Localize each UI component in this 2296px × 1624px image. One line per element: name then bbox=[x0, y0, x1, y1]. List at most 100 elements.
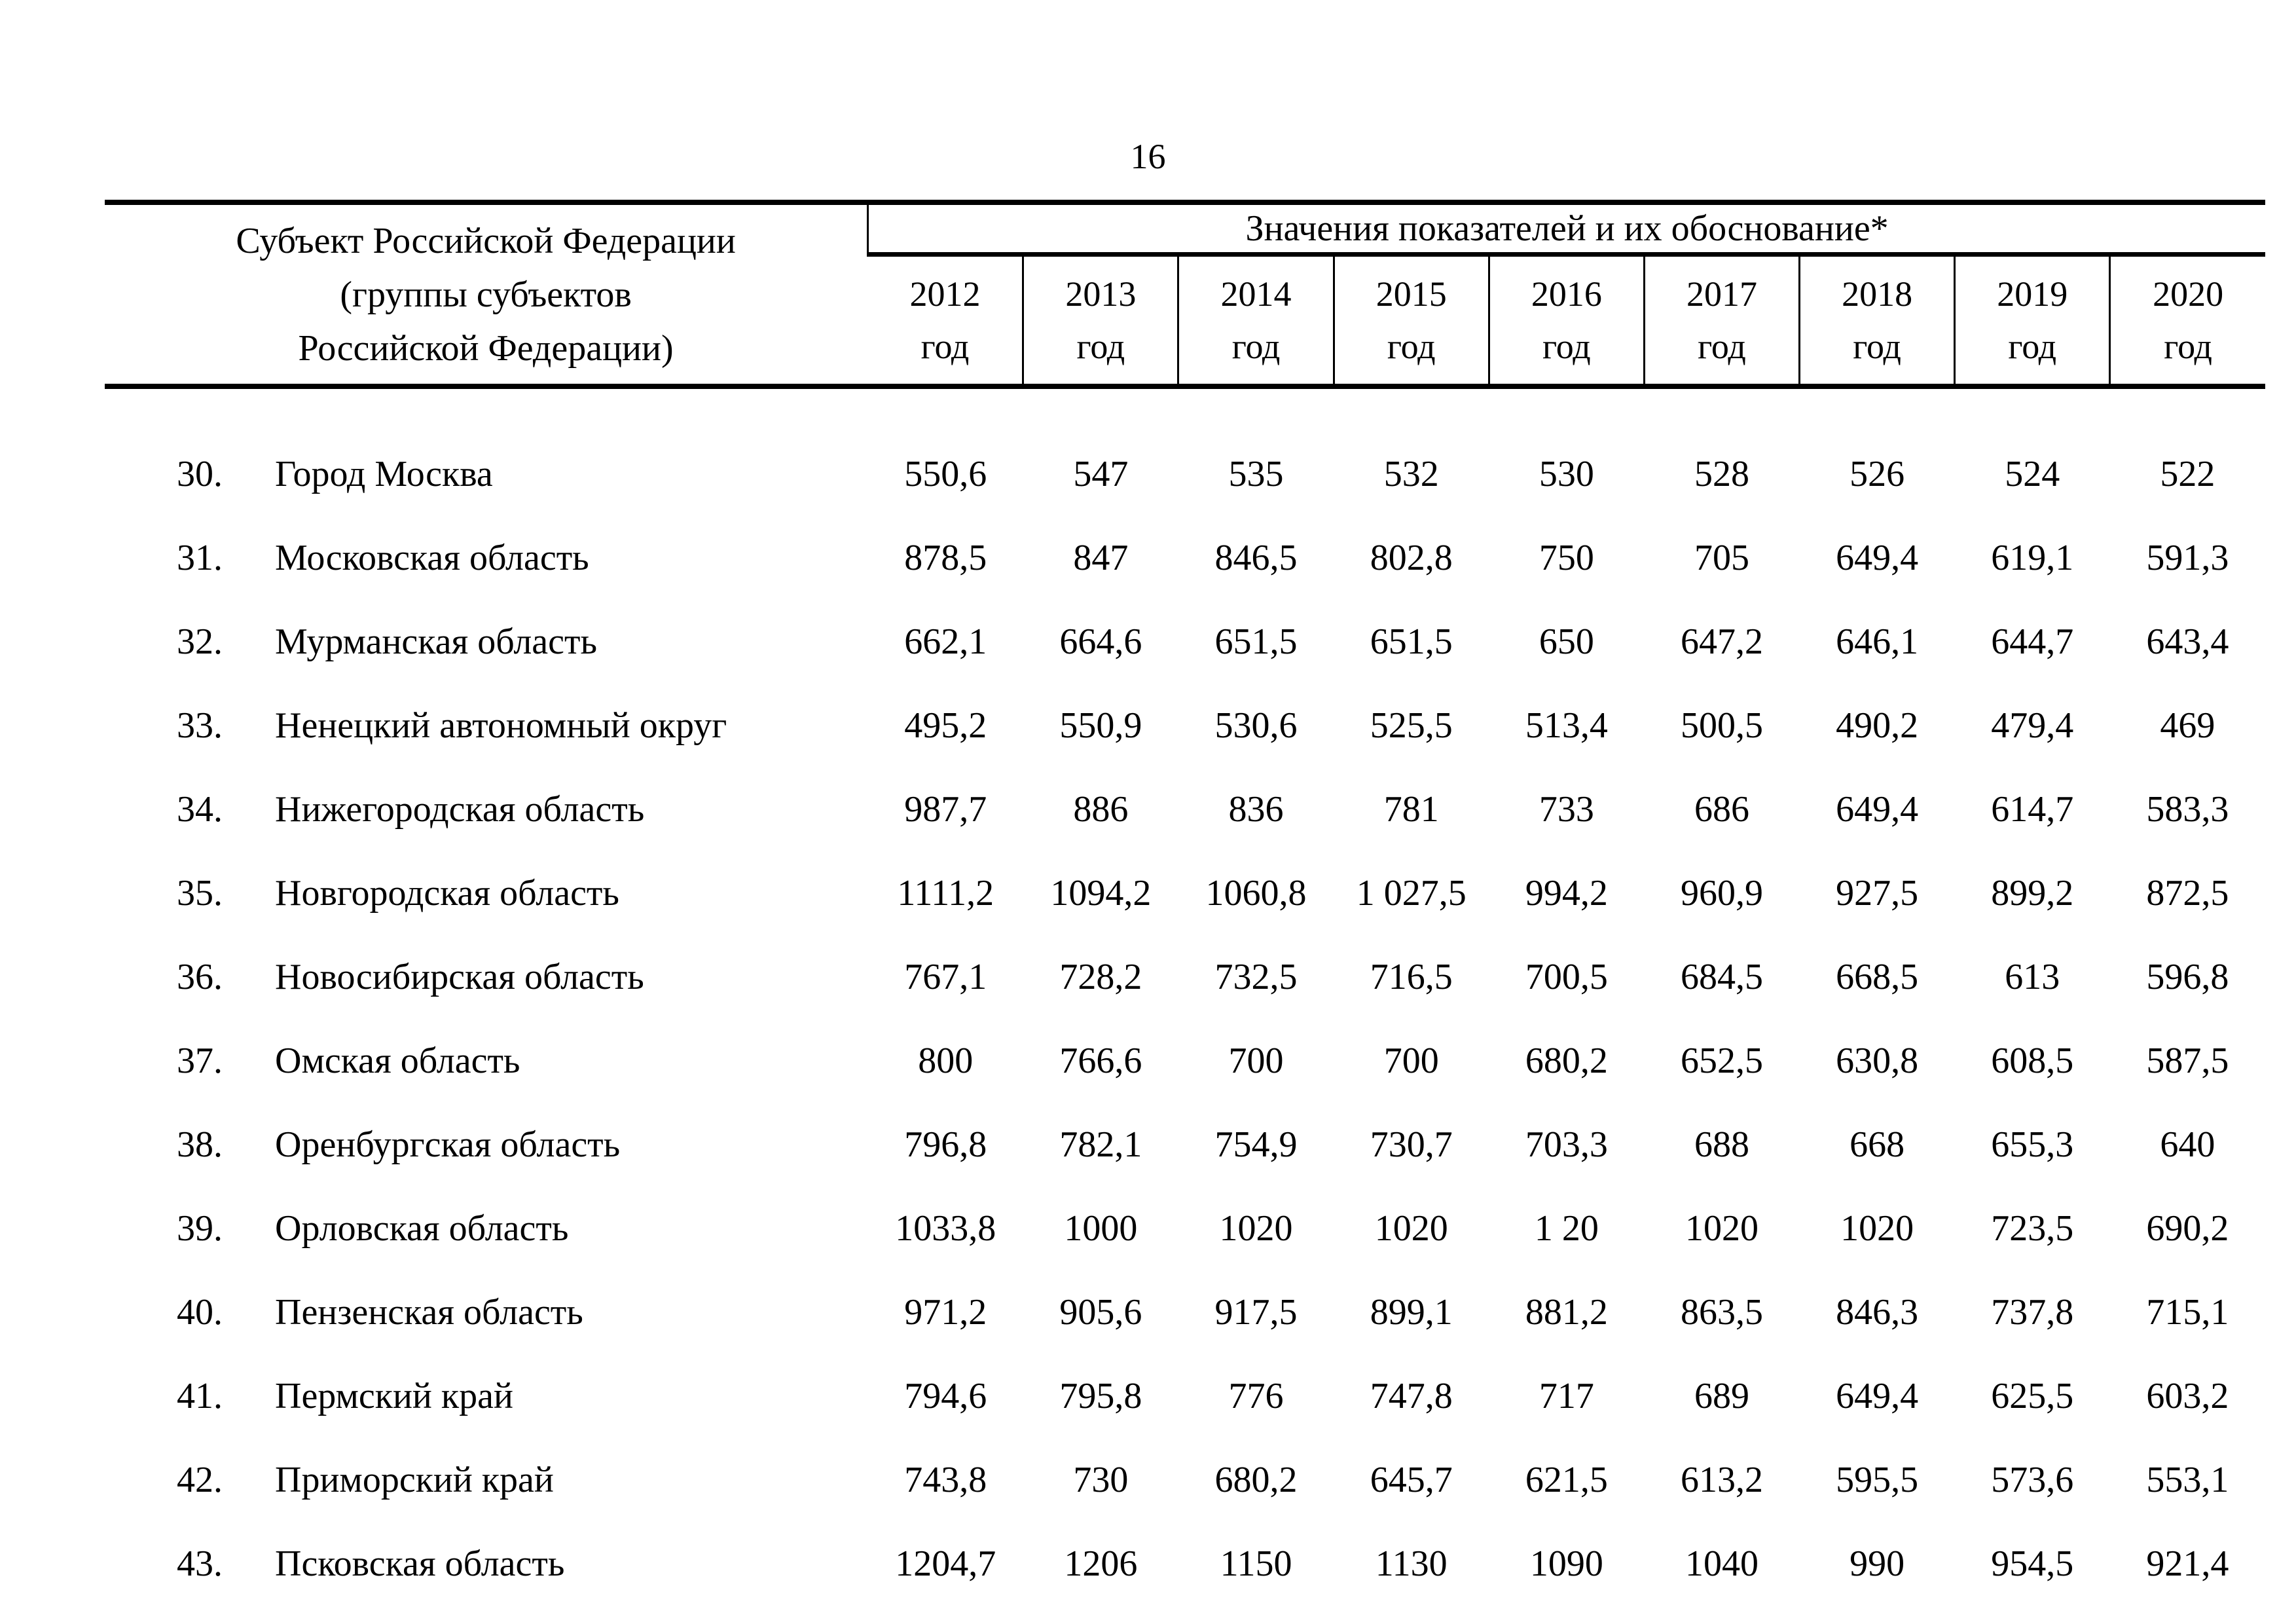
row-number: 35. bbox=[177, 873, 223, 913]
table-row: 39. Орловская область 1033,8 1000 1020 1020 1 … bbox=[105, 1187, 2265, 1270]
year-label: 2019 bbox=[1997, 274, 2068, 314]
row-name: Мурманская область bbox=[275, 621, 598, 662]
value-cell: 640 bbox=[2160, 1124, 2215, 1165]
value-cell: 651,5 bbox=[1214, 621, 1298, 662]
value-cell: 651,5 bbox=[1370, 621, 1453, 662]
value-cell: 905,6 bbox=[1059, 1292, 1142, 1333]
value-cell: 717 bbox=[1539, 1376, 1594, 1416]
value-cell: 680,2 bbox=[1525, 1041, 1608, 1081]
value-cell: 490,2 bbox=[1836, 705, 1919, 746]
row-name: Нижегородская область bbox=[275, 789, 645, 830]
row-number: 34. bbox=[177, 789, 223, 830]
value-cell: 1150 bbox=[1220, 1543, 1292, 1584]
value-cell: 705 bbox=[1694, 538, 1749, 578]
table-row: 38. Оренбургская область 796,8 782,1 754,9 73… bbox=[105, 1103, 2265, 1187]
year-header-cell: 2013 год bbox=[1022, 254, 1178, 389]
value-cell: 649,4 bbox=[1836, 538, 1919, 578]
value-cell: 732,5 bbox=[1214, 957, 1298, 997]
value-cell: 513,4 bbox=[1525, 705, 1608, 746]
value-cell: 686 bbox=[1694, 789, 1749, 830]
value-cell: 836 bbox=[1228, 789, 1284, 830]
value-cell: 495,2 bbox=[904, 705, 987, 746]
value-cell: 652,5 bbox=[1680, 1041, 1763, 1081]
value-cell: 1020 bbox=[1374, 1208, 1448, 1249]
value-cell: 730 bbox=[1073, 1460, 1129, 1500]
value-cell: 1040 bbox=[1685, 1543, 1758, 1584]
subject-cell: 40. Пензенская область bbox=[105, 1270, 868, 1354]
row-number: 33. bbox=[177, 705, 223, 746]
value-cell: 526 bbox=[1850, 454, 1905, 494]
row-number: 36. bbox=[177, 957, 223, 997]
value-cell: 621,5 bbox=[1525, 1460, 1608, 1500]
year-header-cell: 2012 год bbox=[867, 254, 1023, 389]
subject-header-cell: Субъект Российской Федерации (группы суб… bbox=[105, 200, 868, 389]
value-cell: 846,3 bbox=[1836, 1292, 1919, 1333]
value-cell: 664,6 bbox=[1059, 621, 1142, 662]
value-cell: 990 bbox=[1850, 1543, 1905, 1584]
year-unit-label: год bbox=[1542, 327, 1591, 366]
year-label: 2017 bbox=[1686, 274, 1757, 314]
value-cell: 776 bbox=[1228, 1376, 1284, 1416]
value-cell: 535 bbox=[1228, 454, 1284, 494]
value-cell: 994,2 bbox=[1525, 873, 1608, 913]
year-label: 2015 bbox=[1376, 274, 1447, 314]
year-unit-label: год bbox=[1698, 327, 1746, 366]
value-cell: 781 bbox=[1383, 789, 1439, 830]
value-cell: 547 bbox=[1073, 454, 1129, 494]
value-cell: 766,6 bbox=[1059, 1041, 1142, 1081]
table-row: 41. Пермский край 794,6 795,8 776 747,8 717 689… bbox=[105, 1354, 2265, 1438]
value-cell: 1020 bbox=[1219, 1208, 1293, 1249]
row-name: Пензенская область bbox=[275, 1292, 583, 1333]
year-header-cell: 2020 год bbox=[2109, 254, 2265, 389]
row-name: Пермский край bbox=[275, 1376, 513, 1416]
subject-cell: 32. Мурманская область bbox=[105, 600, 868, 684]
table-row: 34. Нижегородская область 987,7 886 836 781 73… bbox=[105, 767, 2265, 851]
value-cell: 723,5 bbox=[1991, 1208, 2074, 1249]
row-number: 30. bbox=[177, 454, 223, 494]
value-cell: 747,8 bbox=[1370, 1376, 1453, 1416]
value-cell: 767,1 bbox=[904, 957, 987, 997]
value-cell: 796,8 bbox=[904, 1124, 987, 1165]
value-cell: 603,2 bbox=[2146, 1376, 2229, 1416]
value-cell: 700 bbox=[1383, 1041, 1439, 1081]
year-unit-label: год bbox=[1853, 327, 1901, 366]
subject-cell: 39. Орловская область bbox=[105, 1187, 868, 1270]
value-cell: 700,5 bbox=[1525, 957, 1608, 997]
value-cell: 662,1 bbox=[904, 621, 987, 662]
row-name: Орловская область bbox=[275, 1208, 569, 1249]
row-number: 38. bbox=[177, 1124, 223, 1165]
value-cell: 528 bbox=[1694, 454, 1749, 494]
value-cell: 647,2 bbox=[1680, 621, 1763, 662]
table-row: 33. Ненецкий автономный округ 495,2 550,9 53… bbox=[105, 684, 2265, 767]
value-cell: 643,4 bbox=[2146, 621, 2229, 662]
year-unit-label: год bbox=[920, 327, 970, 366]
value-cell: 1204,7 bbox=[895, 1543, 996, 1584]
value-cell: 525,5 bbox=[1370, 705, 1453, 746]
row-number: 31. bbox=[177, 538, 223, 578]
row-number: 40. bbox=[177, 1292, 223, 1333]
row-number: 41. bbox=[177, 1376, 223, 1416]
year-header-cell: 2018 год bbox=[1798, 254, 1955, 389]
value-cell: 1060,8 bbox=[1205, 873, 1307, 913]
row-name: Московская область bbox=[275, 538, 589, 578]
value-cell: 1111,2 bbox=[897, 873, 994, 913]
subject-cell: 35. Новгородская область bbox=[105, 851, 868, 935]
value-cell: 688 bbox=[1694, 1124, 1749, 1165]
value-cell: 619,1 bbox=[1991, 538, 2074, 578]
row-number: 43. bbox=[177, 1543, 223, 1584]
value-cell: 1020 bbox=[1685, 1208, 1758, 1249]
year-header-cell: 2014 год bbox=[1177, 254, 1334, 389]
value-cell: 479,4 bbox=[1991, 705, 2074, 746]
value-cell: 794,6 bbox=[904, 1376, 987, 1416]
value-cell: 524 bbox=[2005, 454, 2060, 494]
value-cell: 863,5 bbox=[1680, 1292, 1763, 1333]
value-cell: 921,4 bbox=[2146, 1543, 2229, 1584]
row-name: Новгородская область bbox=[275, 873, 619, 913]
value-cell: 1094,2 bbox=[1050, 873, 1152, 913]
subject-cell: 43. Псковская область bbox=[105, 1522, 868, 1606]
row-number: 32. bbox=[177, 621, 223, 662]
row-name: Оренбургская область bbox=[275, 1124, 621, 1165]
table-row: 43. Псковская область 1204,7 1206 1150 1130 10… bbox=[105, 1522, 2265, 1606]
subject-header-line-3: Российской Федерации) bbox=[298, 327, 674, 369]
